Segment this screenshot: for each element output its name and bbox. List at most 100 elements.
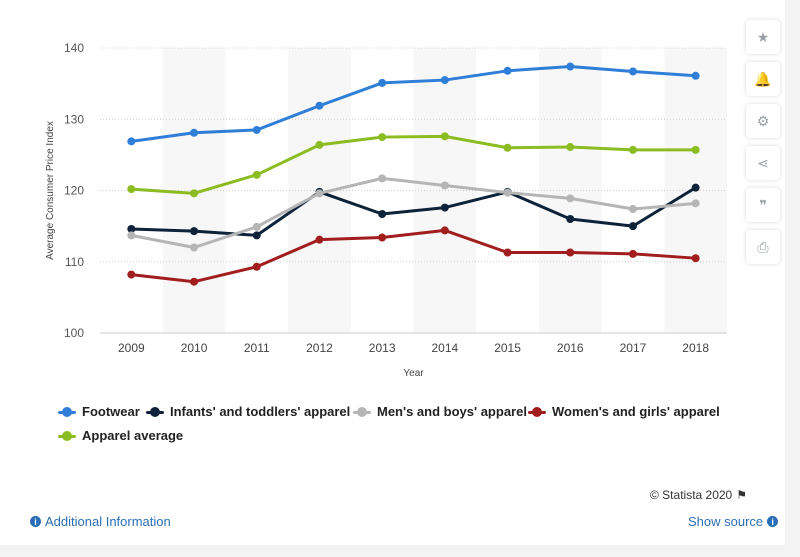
legend-item-infants-apparel[interactable]: Infants' and toddlers' apparel xyxy=(146,404,350,419)
x-tick-label: 2010 xyxy=(181,341,208,355)
series-line xyxy=(131,65,696,143)
data-point xyxy=(440,181,449,190)
data-point xyxy=(190,128,199,137)
data-point xyxy=(691,145,700,154)
x-tick-label: 2016 xyxy=(557,341,584,355)
info-icon: i xyxy=(30,516,41,527)
additional-information-link[interactable]: i Additional Information xyxy=(26,514,171,529)
data-point xyxy=(315,101,324,110)
series-line xyxy=(131,176,696,249)
credit-text: © Statista 2020 xyxy=(650,488,733,502)
x-tick-label: 2011 xyxy=(244,341,270,355)
data-point xyxy=(252,170,261,179)
legend-label: Women's and girls' apparel xyxy=(552,404,720,419)
y-axis-title: Average Consumer Price Index xyxy=(45,121,56,260)
data-point xyxy=(440,203,449,212)
data-point xyxy=(315,235,324,244)
info-icon: i xyxy=(767,516,779,527)
data-point xyxy=(190,243,199,252)
x-axis-title: Year xyxy=(403,368,424,379)
legend-label: Footwear xyxy=(82,404,140,419)
legend-item-womens-apparel[interactable]: Women's and girls' apparel xyxy=(528,404,720,419)
column-band xyxy=(538,48,602,333)
statista-credit[interactable]: © Statista 2020 ⚑ xyxy=(650,488,747,502)
line-chart: 100 110 120 130 140 2009 2010 2011 2012 2013 2014 2… xyxy=(45,41,727,379)
data-point xyxy=(378,210,387,219)
legend-label: Infants' and toddlers' apparel xyxy=(170,404,351,419)
x-tick-label: 2012 xyxy=(306,341,333,355)
quote-icon[interactable]: ❞ xyxy=(746,188,780,222)
share-icon[interactable]: ⋖ xyxy=(746,146,780,180)
column-band xyxy=(413,48,477,333)
data-point xyxy=(127,231,136,240)
x-tick-label: 2013 xyxy=(369,341,396,355)
data-point xyxy=(503,143,512,152)
series-line xyxy=(131,228,696,284)
data-point xyxy=(252,222,261,231)
data-point xyxy=(691,183,700,192)
data-point xyxy=(378,133,387,142)
data-point xyxy=(628,205,637,214)
data-point xyxy=(566,194,575,203)
legend-swatch xyxy=(353,406,371,417)
data-point xyxy=(566,215,575,223)
data-point xyxy=(691,254,700,263)
additional-information-label: Additional Information xyxy=(45,514,171,529)
legend-item-footwear[interactable]: Footwear xyxy=(58,404,140,419)
legend-item-mens-apparel[interactable]: Men's and boys' apparel xyxy=(353,404,527,419)
data-point xyxy=(252,262,261,271)
data-point xyxy=(378,233,387,242)
y-tick-label: 100 xyxy=(64,326,84,340)
y-tick-label: 130 xyxy=(64,112,84,126)
data-point xyxy=(190,277,199,286)
x-tick-label: 2014 xyxy=(431,341,458,355)
legend-label: Men's and boys' apparel xyxy=(377,404,527,419)
show-source-link[interactable]: Show source i xyxy=(688,514,782,529)
y-tick-label: 120 xyxy=(64,184,84,198)
data-point xyxy=(440,76,449,85)
bell-icon[interactable]: 🔔 xyxy=(746,62,780,96)
data-point xyxy=(566,143,575,152)
legend-swatch xyxy=(58,406,76,417)
series-line xyxy=(131,186,697,237)
data-point xyxy=(315,140,324,149)
chart-card: 100 110 120 130 140 2009 2010 2011 2012 2013 2014 2… xyxy=(0,0,785,545)
data-point xyxy=(440,226,449,235)
data-point xyxy=(566,62,575,71)
y-tick-label: 140 xyxy=(64,41,84,55)
gear-icon[interactable]: ⚙ xyxy=(746,104,780,138)
data-point xyxy=(628,222,637,231)
data-point xyxy=(190,189,199,198)
star-icon[interactable]: ★ xyxy=(746,20,780,54)
data-point xyxy=(503,188,512,197)
data-point xyxy=(127,224,136,233)
series-line xyxy=(131,134,696,195)
side-toolbar: ★ 🔔 ⚙ ⋖ ❞ ⎙ xyxy=(746,20,780,272)
legend-item-apparel-average[interactable]: Apparel average xyxy=(58,428,183,443)
data-point xyxy=(691,199,700,208)
legend-label: Apparel average xyxy=(82,428,184,443)
x-tick-label: 2017 xyxy=(620,341,647,355)
legend-swatch xyxy=(58,430,76,441)
data-point xyxy=(252,125,261,134)
x-tick-label: 2015 xyxy=(494,341,521,355)
data-point xyxy=(440,132,449,141)
data-point xyxy=(127,137,136,146)
data-point xyxy=(503,66,512,75)
data-point xyxy=(566,248,575,257)
print-icon[interactable]: ⎙ xyxy=(746,230,780,264)
data-point xyxy=(127,185,136,194)
data-point xyxy=(190,227,199,236)
y-tick-label: 110 xyxy=(65,255,84,269)
data-point xyxy=(503,248,512,257)
flag-icon: ⚑ xyxy=(736,488,747,502)
legend-swatch xyxy=(146,406,164,417)
data-point xyxy=(628,249,637,258)
data-point xyxy=(628,145,637,154)
data-point xyxy=(127,270,136,279)
data-point xyxy=(378,174,387,183)
show-source-label: Show source xyxy=(688,514,764,529)
data-point xyxy=(691,71,700,80)
data-point xyxy=(628,67,637,76)
data-point xyxy=(252,231,261,240)
